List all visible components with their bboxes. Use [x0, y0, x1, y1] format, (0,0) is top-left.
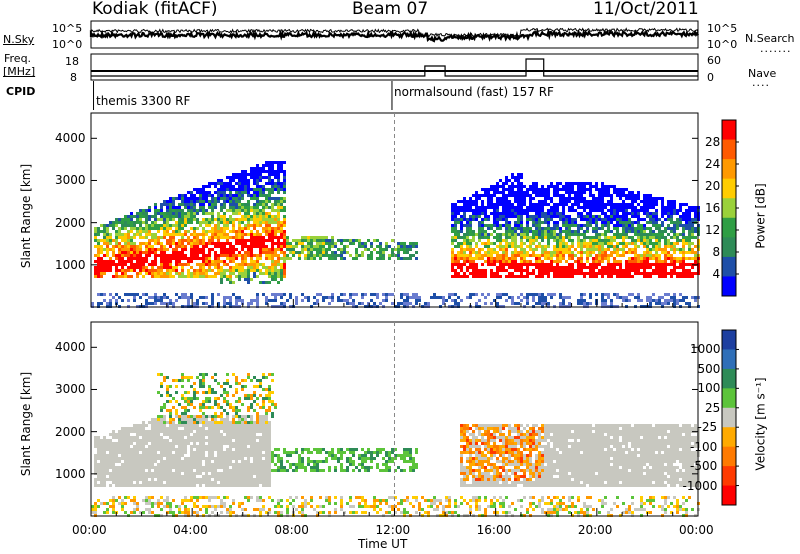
power-colorbar-swatch-5: [722, 217, 736, 238]
velocity-colorbar-tick-label-5: -100: [690, 439, 718, 454]
velocity-panel-ytick-label-1: 2000: [55, 424, 86, 439]
velocity-colorbar-swatch-1: [722, 349, 736, 370]
velocity-colorbar-swatch-8: [722, 485, 736, 506]
noise-tick-left-bottom: 10^0: [52, 38, 83, 51]
velocity-colorbar-swatch-0: [722, 330, 736, 350]
velocity-colorbar-tick-label-7: -1000: [682, 478, 718, 493]
x-tick-label-3: 12:00: [375, 523, 411, 537]
noise-search-trace: [90, 27, 699, 38]
velocity-colorbar-swatch-6: [722, 446, 736, 467]
power-colorbar-label: Power [dB]: [753, 183, 768, 249]
x-tick-label-6: 00:00: [679, 523, 714, 537]
velocity-panel-echo-cells: [91, 373, 700, 517]
power-colorbar-tick-label-0: 28: [705, 135, 721, 149]
power-colorbar-swatch-0: [722, 120, 736, 141]
velocity-ylabel: Slant Range [km]: [19, 371, 34, 477]
beam-title: Beam 07: [352, 0, 429, 19]
velocity-panel-ytick-label-2: 3000: [55, 382, 86, 397]
freq-tick-top: 18: [65, 55, 79, 68]
power-panel-echo-cells: [91, 161, 700, 308]
freq-label: Freq.: [4, 52, 32, 65]
velocity-colorbar-frame: [721, 329, 737, 506]
noise-tick-right-bottom: 10^0: [707, 38, 738, 51]
power-colorbar-swatch-8: [722, 276, 736, 297]
cpid-label: CPID: [6, 85, 36, 98]
power-panel-ytick-label-0: 1000: [55, 257, 86, 272]
nsearch-dots: ·······: [760, 45, 792, 58]
power-colorbar-tick-label-5: 8: [712, 245, 721, 259]
nsky-label: N.Sky: [3, 33, 35, 46]
velocity-colorbar-tick-label-6: -500: [690, 459, 718, 474]
power-colorbar-tick-label-2: 20: [705, 179, 721, 193]
station-title: Kodiak (fitACF): [92, 0, 218, 19]
power-colorbar-tick-label-6: 4: [712, 267, 721, 281]
cpid-right-text: normalsound (fast) 157 RF: [394, 85, 554, 99]
power-colorbar-swatch-3: [722, 178, 736, 199]
power-panel-ytick-label-1: 2000: [55, 215, 86, 230]
velocity-colorbar-tick-label-3: 25: [705, 400, 721, 415]
velocity-colorbar-tick-label-1: 500: [697, 361, 721, 376]
velocity-colorbar-swatch-4: [722, 407, 736, 428]
nave-tick-top: 60: [707, 54, 721, 67]
x-tick-label-1: 04:00: [173, 523, 208, 537]
velocity-colorbar-swatch-3: [722, 388, 736, 409]
power-colorbar-tick-label-3: 16: [705, 201, 721, 215]
date-title: 11/Oct/2011: [593, 0, 699, 19]
power-panel-ytick-label-2: 3000: [55, 173, 86, 188]
x-tick-label-5: 20:00: [577, 523, 613, 537]
power-colorbar-swatch-4: [722, 198, 736, 219]
power-panel-ytick-label-3: 4000: [55, 131, 86, 146]
noise-tick-left-top: 10^5: [52, 22, 83, 35]
x-tick-label-2: 08:00: [274, 523, 309, 537]
power-colorbar-swatch-2: [722, 159, 736, 180]
nsearch-label: N.Search: [745, 32, 795, 45]
noise-tick-right-top: 10^5: [707, 22, 738, 35]
power-colorbar-tick-label-1: 24: [705, 157, 721, 171]
power-colorbar-swatch-7: [722, 256, 736, 277]
noise-sky-trace: [89, 28, 699, 43]
velocity-colorbar-tick-label-0: 1000: [690, 342, 721, 357]
power-colorbar-tick-label-4: 12: [705, 223, 721, 237]
freq-unit-label: [MHz]: [3, 65, 36, 78]
x-tick-label-0: 00:00: [72, 523, 107, 537]
velocity-panel-ytick-label-0: 1000: [55, 466, 86, 481]
velocity-colorbar-label: Velocity [m s⁻¹]: [753, 377, 768, 471]
velocity-colorbar-tick-label-2: 100: [697, 381, 721, 396]
power-colorbar-swatch-6: [722, 237, 736, 258]
x-tick-label-4: 16:00: [476, 523, 512, 537]
velocity-panel-ytick-label-3: 4000: [55, 340, 86, 355]
x-axis-title: Time UT: [358, 537, 408, 551]
freq-tick-bottom: 8: [70, 71, 77, 84]
nave-tick-bottom: 0: [707, 71, 714, 84]
nave-dots: ····: [752, 79, 770, 92]
nave-trace: [91, 58, 698, 77]
velocity-colorbar-swatch-7: [722, 466, 736, 487]
nave-label: Nave: [748, 67, 777, 80]
cpid-left-text: themis 3300 RF: [96, 94, 191, 108]
velocity-colorbar-swatch-5: [722, 427, 736, 448]
power-colorbar-swatch-1: [722, 139, 736, 160]
velocity-colorbar-tick-label-4: -25: [697, 420, 718, 435]
velocity-colorbar-swatch-2: [722, 368, 736, 389]
power-ylabel: Slant Range [km]: [19, 163, 34, 269]
